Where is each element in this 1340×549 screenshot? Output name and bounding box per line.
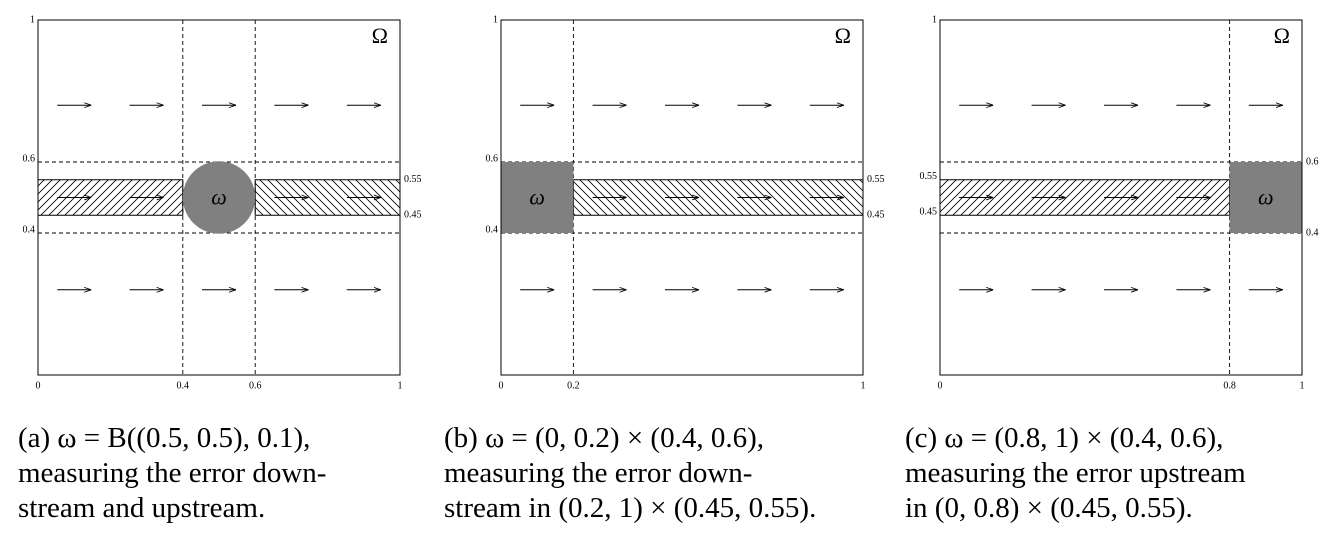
panel: ω Ω 1 0.6 0.4 0.55 0.45 0 0.4 0.6 1 (a) ω = B((0.5,… <box>18 14 422 524</box>
caption-line: (c) ω = (0.8, 1) × (0.4, 0.6), <box>905 422 1223 454</box>
y-tick-label: 0.4 <box>1306 227 1319 238</box>
caption-line: (a) ω = B((0.5, 0.5), 0.1), <box>18 422 310 454</box>
x-tick-label: 0.2 <box>567 380 580 391</box>
y-tick-label: 0.45 <box>404 210 422 221</box>
observation-region <box>1229 162 1302 233</box>
caption-line: stream in (0.2, 1) × (0.45, 0.55). <box>444 492 816 524</box>
region-label: ω <box>1258 185 1274 210</box>
y-tick-label: 0.6 <box>1306 156 1319 167</box>
y-tick-label: 0.55 <box>404 174 422 185</box>
x-tick-label: 1 <box>1300 380 1305 391</box>
x-tick-label: 0.4 <box>177 380 190 391</box>
caption-line: measuring the error down- <box>444 457 752 489</box>
y-tick-label: 0.45 <box>867 210 885 221</box>
x-tick-label: 0 <box>36 380 41 391</box>
domain-box <box>37 19 401 376</box>
y-tick-label: 0.45 <box>920 207 938 218</box>
y-tick-label: 0.6 <box>486 153 499 164</box>
observation-region <box>182 161 256 234</box>
x-tick-label: 0.6 <box>249 380 262 391</box>
caption-line: measuring the error upstream <box>905 457 1246 489</box>
caption-line: stream and upstream. <box>18 492 265 524</box>
x-tick-label: 0 <box>938 380 943 391</box>
x-tick-label: 0 <box>499 380 504 391</box>
y-tick-label: 1 <box>30 14 35 25</box>
domain-label: Ω <box>372 23 388 48</box>
caption-line: in (0, 0.8) × (0.45, 0.55). <box>905 492 1193 524</box>
panel: ω Ω 1 0.6 0.4 0.55 0.45 0 0.2 1 (b) ω = (0, 0.2) ×… <box>444 14 885 524</box>
y-tick-label: 0.4 <box>23 224 36 235</box>
x-tick-label: 1 <box>861 380 866 391</box>
y-tick-label: 0.55 <box>867 174 885 185</box>
domain-label: Ω <box>835 23 851 48</box>
panel: ω Ω 1 0.55 0.45 0.6 0.4 0 0.8 1 (c) ω = (0.8, 1) ×… <box>905 14 1319 524</box>
domain-box <box>500 19 864 376</box>
y-tick-label: 0.4 <box>486 224 499 235</box>
caption-line: (b) ω = (0, 0.2) × (0.4, 0.6), <box>444 422 764 454</box>
y-tick-label: 0.55 <box>920 171 938 182</box>
caption-line: measuring the error down- <box>18 457 326 489</box>
region-label: ω <box>211 185 227 210</box>
domain-label: Ω <box>1274 23 1290 48</box>
x-tick-label: 0.8 <box>1223 380 1236 391</box>
y-tick-label: 1 <box>932 14 937 25</box>
y-tick-label: 0.6 <box>23 153 36 164</box>
region-label: ω <box>529 185 545 210</box>
observation-region <box>501 162 574 233</box>
domain-box <box>939 19 1303 376</box>
x-tick-label: 1 <box>398 380 403 391</box>
y-tick-label: 1 <box>493 14 498 25</box>
